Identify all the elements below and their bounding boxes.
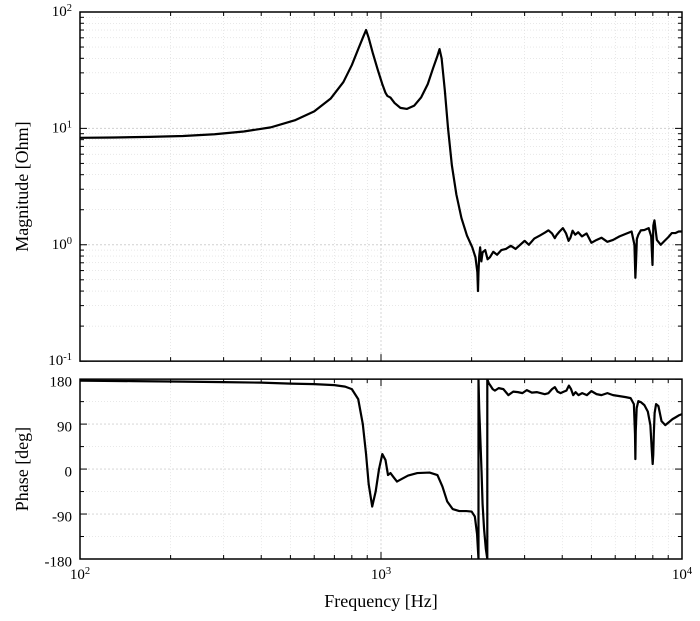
svg-text:0: 0 (65, 465, 73, 481)
bode-figure: 10-1100101102Magnitude [Ohm]-180-9009018… (0, 0, 700, 621)
svg-text:Frequency [Hz]: Frequency [Hz] (324, 591, 437, 611)
svg-text:180: 180 (50, 375, 73, 391)
svg-text:90: 90 (57, 420, 72, 436)
svg-text:-180: -180 (45, 554, 73, 570)
bode-svg: 10-1100101102Magnitude [Ohm]-180-9009018… (0, 0, 700, 621)
svg-text:-90: -90 (52, 509, 72, 525)
svg-text:Magnitude [Ohm]: Magnitude [Ohm] (12, 121, 32, 251)
svg-text:Phase [deg]: Phase [deg] (12, 427, 32, 511)
